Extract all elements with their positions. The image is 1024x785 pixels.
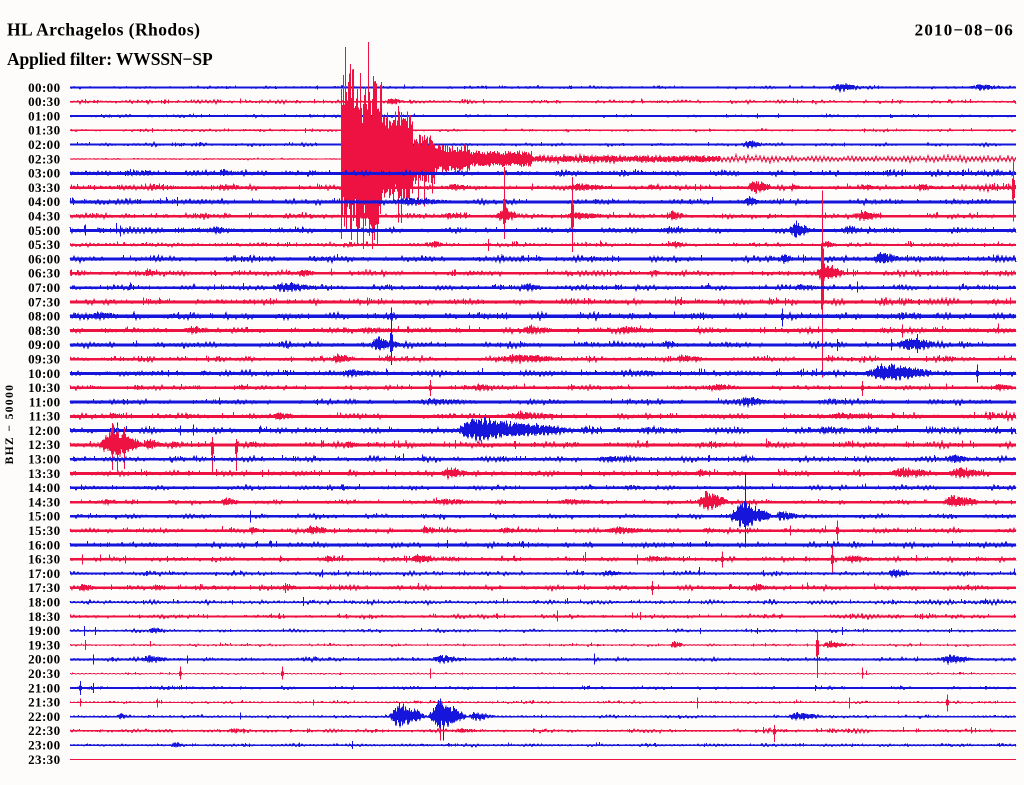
svg-text:06:00: 06:00 [28, 251, 60, 266]
svg-text:22:00: 22:00 [28, 709, 60, 724]
svg-text:16:30: 16:30 [28, 552, 60, 567]
svg-text:11:30: 11:30 [29, 409, 61, 424]
svg-text:15:30: 15:30 [28, 523, 60, 538]
svg-text:04:30: 04:30 [28, 209, 60, 224]
svg-text:09:30: 09:30 [28, 352, 60, 367]
svg-text:12:00: 12:00 [28, 423, 60, 438]
svg-text:2010−08−06: 2010−08−06 [915, 21, 1014, 40]
svg-text:21:00: 21:00 [28, 680, 60, 695]
svg-text:HL Archagelos (Rhodos): HL Archagelos (Rhodos) [7, 20, 200, 40]
svg-text:01:00: 01:00 [28, 108, 60, 123]
svg-text:20:00: 20:00 [28, 652, 60, 667]
svg-text:08:00: 08:00 [28, 309, 60, 324]
svg-text:18:30: 18:30 [28, 609, 60, 624]
svg-text:16:00: 16:00 [28, 537, 60, 552]
svg-text:03:30: 03:30 [28, 180, 60, 195]
svg-text:17:30: 17:30 [28, 580, 60, 595]
svg-text:10:00: 10:00 [28, 366, 60, 381]
svg-text:21:30: 21:30 [28, 695, 60, 710]
svg-text:23:00: 23:00 [28, 738, 60, 753]
svg-text:02:00: 02:00 [28, 137, 60, 152]
svg-text:09:00: 09:00 [28, 337, 60, 352]
svg-text:12:30: 12:30 [28, 437, 60, 452]
svg-text:05:30: 05:30 [28, 237, 60, 252]
svg-text:18:00: 18:00 [28, 595, 60, 610]
svg-text:15:00: 15:00 [28, 509, 60, 524]
svg-text:08:30: 08:30 [28, 323, 60, 338]
svg-text:19:30: 19:30 [28, 637, 60, 652]
svg-text:05:00: 05:00 [28, 223, 60, 238]
svg-text:14:30: 14:30 [28, 494, 60, 509]
svg-text:07:30: 07:30 [28, 294, 60, 309]
svg-text:10:30: 10:30 [28, 380, 60, 395]
svg-text:04:00: 04:00 [28, 194, 60, 209]
svg-text:19:00: 19:00 [28, 623, 60, 638]
svg-text:22:30: 22:30 [28, 723, 60, 738]
svg-text:00:30: 00:30 [28, 94, 60, 109]
svg-text:00:00: 00:00 [28, 80, 60, 95]
svg-text:01:30: 01:30 [28, 123, 60, 138]
svg-text:BHZ − 50000: BHZ − 50000 [4, 384, 16, 465]
svg-text:20:30: 20:30 [28, 666, 60, 681]
svg-text:17:00: 17:00 [28, 566, 60, 581]
svg-text:13:00: 13:00 [28, 452, 60, 467]
svg-text:11:00: 11:00 [29, 394, 61, 409]
svg-text:Applied filter: WWSSN−SP: Applied filter: WWSSN−SP [7, 49, 213, 69]
svg-text:06:30: 06:30 [28, 266, 60, 281]
svg-text:02:30: 02:30 [28, 151, 60, 166]
svg-text:14:00: 14:00 [28, 480, 60, 495]
svg-text:23:30: 23:30 [28, 752, 60, 767]
svg-text:13:30: 13:30 [28, 466, 60, 481]
svg-text:07:00: 07:00 [28, 280, 60, 295]
svg-text:03:00: 03:00 [28, 166, 60, 181]
